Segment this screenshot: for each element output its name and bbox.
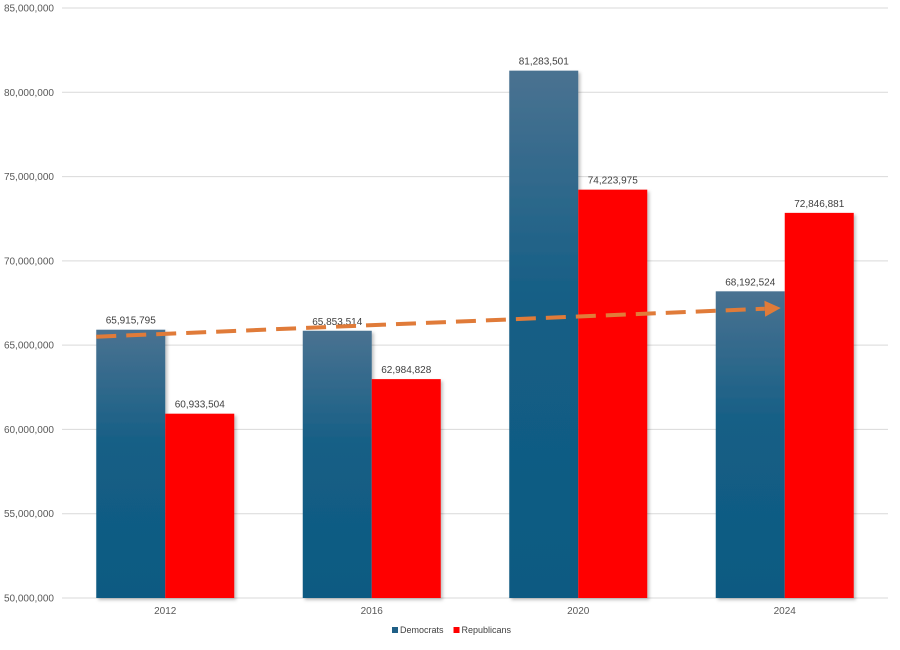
bars — [96, 70, 854, 599]
data-label-republicans-2024: 72,846,881 — [794, 199, 844, 210]
bar-republicans-2016 — [371, 379, 441, 598]
y-tick-label: 75,000,000 — [4, 172, 54, 183]
y-tick-label: 80,000,000 — [4, 88, 54, 99]
data-label-democrats-2012: 65,915,795 — [106, 316, 156, 327]
legend-label-democrats: Democrats — [400, 625, 444, 635]
y-tick-label: 60,000,000 — [4, 425, 54, 436]
data-label-democrats-2024: 68,192,524 — [725, 277, 775, 288]
y-tick-label: 65,000,000 — [4, 341, 54, 352]
x-axis-tick-labels: 2012 2016 2020 2024 — [154, 606, 796, 617]
x-tick-label: 2016 — [361, 606, 384, 617]
data-label-republicans-2012: 60,933,504 — [175, 400, 225, 411]
bar-democrats-2012 — [96, 329, 166, 598]
y-axis-tick-labels: 50,000,000 55,000,000 60,000,000 65,000,000… — [4, 4, 54, 605]
trend-arrow — [96, 300, 781, 339]
bar-democrats-2016 — [302, 330, 372, 598]
y-tick-label: 50,000,000 — [4, 594, 54, 605]
data-label-democrats-2016: 65,853,514 — [312, 317, 362, 328]
data-labels: 65,915,795 60,933,504 65,853,514 62,984,828… — [106, 57, 845, 411]
x-tick-label: 2012 — [154, 606, 177, 617]
data-label-democrats-2020: 81,283,501 — [519, 57, 569, 68]
legend-swatch-republicans — [453, 627, 460, 633]
y-tick-label: 85,000,000 — [4, 4, 54, 15]
y-tick-label: 70,000,000 — [4, 256, 54, 267]
legend: Democrats Republicans — [392, 625, 512, 635]
bar-republicans-2012 — [165, 413, 235, 598]
bar-democrats-2024 — [715, 291, 785, 598]
x-tick-label: 2024 — [774, 606, 797, 617]
bar-republicans-2020 — [578, 189, 648, 598]
data-label-republicans-2016: 62,984,828 — [381, 365, 431, 376]
y-tick-label: 55,000,000 — [4, 509, 54, 520]
legend-swatch-democrats — [392, 627, 398, 633]
bar-democrats-2020 — [509, 70, 579, 599]
x-tick-label: 2020 — [567, 606, 590, 617]
trend-arrow-line — [96, 306, 765, 339]
bar-republicans-2024 — [784, 212, 854, 598]
data-label-republicans-2020: 74,223,975 — [588, 176, 638, 187]
legend-label-republicans: Republicans — [462, 625, 512, 635]
trend-arrow-head — [764, 300, 781, 317]
